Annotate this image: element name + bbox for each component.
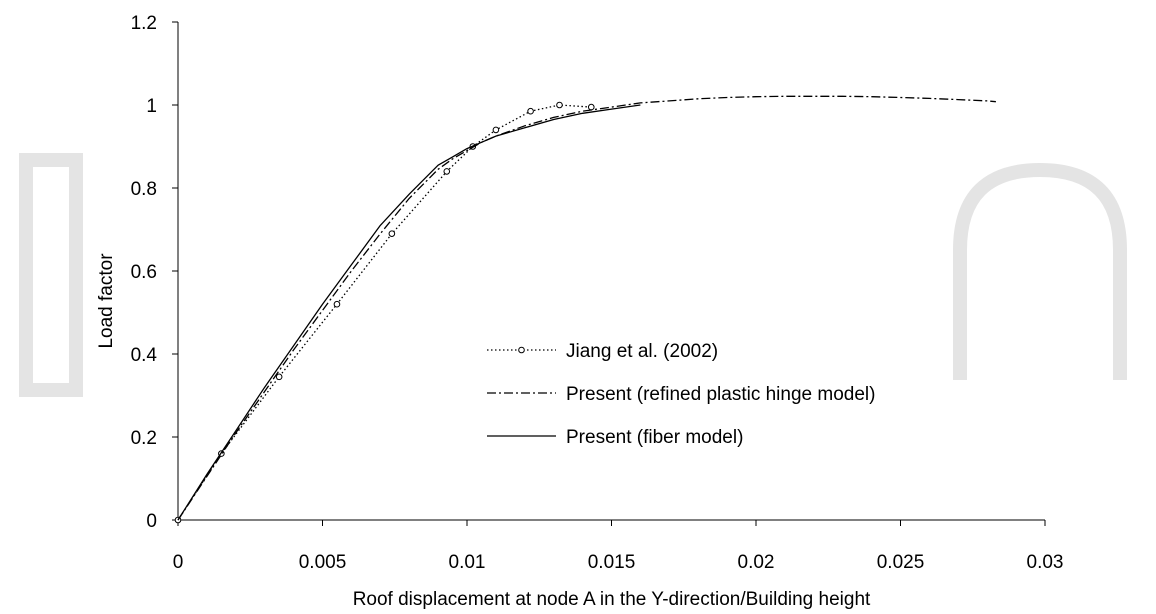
y-tick-label: 1	[146, 96, 157, 117]
x-tick-label: 0.005	[299, 552, 347, 573]
legend-label: Present (fiber model)	[566, 427, 743, 448]
data-point	[275, 373, 283, 381]
x-tick-label: 0.015	[588, 552, 636, 573]
data-point	[556, 101, 563, 109]
y-tick-label: 0.2	[131, 428, 157, 449]
y-axis-ticks: 0 0.2 0.4 0.6 0.8 1 1.2	[131, 13, 178, 532]
watermark-bar	[19, 153, 83, 397]
data-point	[527, 107, 534, 115]
y-tick-label: 1.2	[131, 13, 157, 34]
x-axis-title: Roof displacement at node A in the Y-dir…	[353, 589, 871, 610]
legend: Jiang et al. (2002) Present (refined plas…	[487, 341, 875, 448]
y-tick-label: 0.8	[131, 179, 157, 200]
legend-marker	[518, 346, 525, 354]
watermark-logo	[19, 153, 1127, 397]
y-tick-label: 0	[146, 511, 157, 532]
data-point	[388, 230, 396, 237]
series-3	[177, 104, 641, 521]
x-tick-label: 0	[173, 552, 184, 573]
legend-label: Present (refined plastic hinge model)	[566, 384, 875, 405]
series-2	[177, 95, 996, 521]
y-axis-title: Load factor	[96, 253, 117, 349]
data-point	[492, 126, 500, 134]
series-line	[177, 104, 641, 521]
legend-label: Jiang et al. (2002)	[566, 341, 718, 362]
series-layer	[174, 95, 996, 524]
x-tick-label: 0.025	[877, 552, 925, 573]
series-line	[177, 95, 996, 521]
y-tick-label: 0.4	[131, 345, 158, 366]
data-point	[333, 300, 341, 308]
series-1	[174, 101, 595, 524]
x-tick-label: 0.03	[1027, 552, 1064, 573]
y-tick-label: 0.6	[131, 262, 157, 283]
series-line	[177, 104, 592, 521]
data-point	[443, 168, 451, 175]
x-tick-label: 0.01	[449, 552, 486, 573]
x-tick-label: 0.02	[738, 552, 775, 573]
watermark-arch	[953, 162, 1127, 380]
x-axis-ticks: 0 0.005 0.01 0.015 0.02 0.025 0.03	[173, 520, 1064, 573]
data-point	[587, 103, 595, 111]
